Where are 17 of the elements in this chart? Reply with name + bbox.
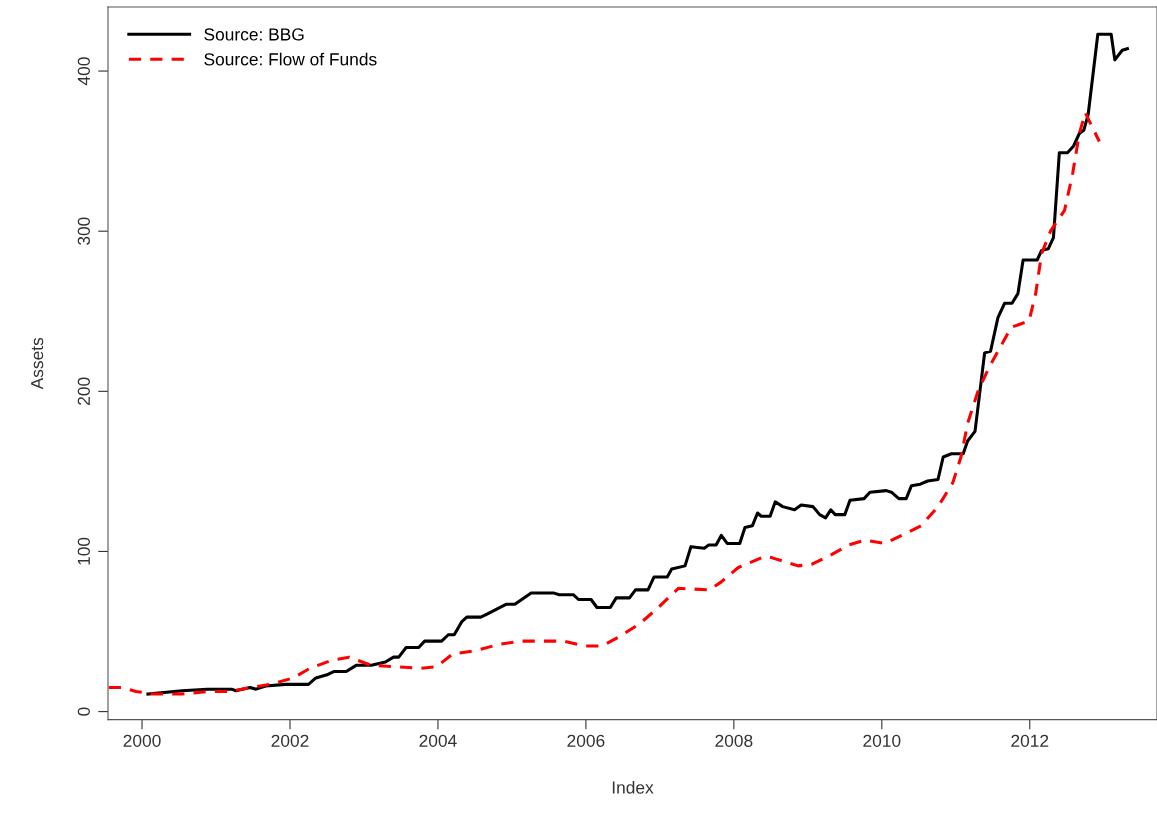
y-tick-label: 200 bbox=[77, 377, 90, 405]
line-series bbox=[108, 111, 1101, 696]
legend-label: Source: Flow of Funds bbox=[204, 52, 377, 66]
y-axis-title: Assets bbox=[31, 337, 44, 390]
x-tick-label: 2006 bbox=[567, 734, 605, 747]
legend-label: Source: BBG bbox=[204, 28, 304, 41]
x-tick-label: 2000 bbox=[123, 734, 161, 747]
y-tick-label: 100 bbox=[77, 537, 90, 565]
y-tick-label: 300 bbox=[77, 217, 90, 246]
x-tick-label: 2012 bbox=[1011, 734, 1049, 747]
y-tick-label: 0 bbox=[77, 707, 90, 716]
x-tick-label: 2002 bbox=[271, 734, 309, 747]
x-axis-title: Index bbox=[612, 780, 654, 794]
x-tick-label: 2004 bbox=[419, 734, 457, 747]
y-tick-label: 400 bbox=[77, 57, 90, 86]
x-tick-label: 2010 bbox=[863, 734, 901, 747]
x-tick-label: 2008 bbox=[715, 734, 753, 747]
